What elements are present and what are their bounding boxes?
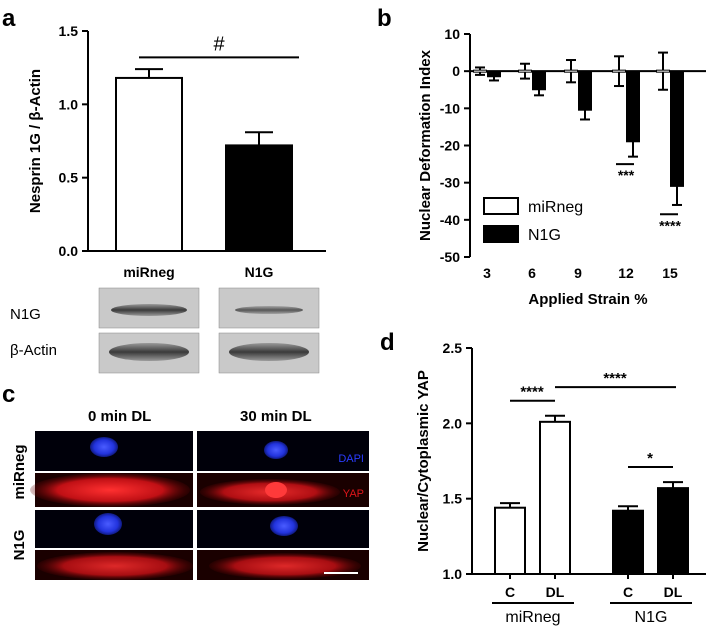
- significance-label: ***: [618, 167, 635, 183]
- blot-label-n1g: N1G: [10, 306, 41, 323]
- cell-yap: [30, 473, 190, 507]
- significance-label: *: [647, 450, 653, 467]
- y-axis-title: Nuclear/Cytoplasmic YAP: [415, 370, 432, 552]
- y-tick-label: -40: [440, 212, 460, 228]
- cell-yap: [209, 553, 361, 579]
- x-tick-label: miRneg: [123, 264, 174, 280]
- legend-swatch-n1g: [483, 225, 519, 243]
- x-tick-label: DL: [546, 584, 565, 600]
- x-tick-label: 3: [483, 265, 491, 281]
- band-n1g-n1g: [235, 306, 303, 314]
- legend-swatch-mirneg: [483, 197, 519, 215]
- x-tick-label: N1G: [245, 264, 274, 280]
- y-tick-label: 2.5: [443, 340, 463, 356]
- significance-label: ****: [520, 384, 544, 401]
- panel-c-letter: c: [2, 381, 15, 408]
- panel-a-letter: a: [2, 5, 16, 32]
- y-axis-title: Nuclear Deformation Index: [417, 49, 434, 241]
- bar: [225, 144, 293, 252]
- nucleus-dapi: [90, 437, 118, 457]
- significance-label: ****: [603, 370, 627, 387]
- chart-d: 1.0 1.5 2.0 2.5 Nuclear/Cytoplasmic YAP C DL C D…: [415, 340, 706, 626]
- significance-label: ****: [659, 217, 681, 233]
- bar-n1g: [532, 70, 546, 91]
- bar-n1g: [487, 70, 501, 78]
- panel-d-letter: d: [380, 329, 395, 356]
- group-label-n1g: N1G: [635, 609, 668, 626]
- micrographs: 0 min DL 30 min DL miRneg N1G DAPI YAP: [11, 408, 369, 580]
- nucleus-dapi: [270, 516, 298, 536]
- row-label-n1g: N1G: [11, 530, 28, 561]
- bar-mirneg: [473, 69, 487, 73]
- bar: [539, 420, 571, 575]
- col-label-0min: 0 min DL: [88, 408, 151, 425]
- y-tick-label: -20: [440, 138, 460, 154]
- bar-n1g: [670, 70, 684, 187]
- bar: [657, 487, 689, 575]
- bar-mirneg: [564, 69, 578, 73]
- y-tick-label: 2.0: [443, 415, 463, 431]
- x-tick-label: C: [505, 584, 515, 600]
- bar-mirneg: [656, 69, 670, 73]
- row-label-mirneg: miRneg: [11, 444, 28, 499]
- bar: [115, 76, 183, 252]
- chart-b: 10 0 -10 -20 -30 -40 -50 Nuclear Deformation In…: [417, 26, 706, 308]
- legend-label-mirneg: miRneg: [528, 199, 583, 216]
- channel-label-yap: YAP: [343, 488, 364, 500]
- bar: [494, 506, 526, 575]
- y-tick-label: 1.0: [443, 566, 463, 582]
- bar-mirneg: [518, 69, 532, 73]
- bar-n1g: [626, 70, 640, 143]
- y-tick-label: 10: [444, 26, 460, 42]
- significance-label: #: [213, 33, 225, 55]
- group-label-mirneg: miRneg: [505, 609, 560, 626]
- y-tick-label: 1.5: [443, 491, 463, 507]
- y-tick-label: 1.5: [59, 23, 79, 39]
- bar-n1g: [578, 70, 592, 111]
- x-tick-label: 9: [574, 265, 582, 281]
- y-tick-label: 1.0: [59, 96, 79, 112]
- panel-b-letter: b: [377, 5, 392, 32]
- y-tick-label: 0.0: [59, 243, 79, 259]
- western-blots: N1G β-Actin: [10, 287, 320, 374]
- x-tick-label: DL: [664, 584, 683, 600]
- nucleus-dapi: [264, 441, 288, 459]
- band-actin-mirneg: [109, 343, 189, 361]
- chart-a: 0.0 0.5 1.0 1.5 Nesprin 1G / β-Actin miRneg N1…: [27, 23, 326, 280]
- y-tick-label: -10: [440, 100, 460, 116]
- col-label-30min: 30 min DL: [240, 408, 312, 425]
- x-tick-label: C: [623, 584, 633, 600]
- blot-label-actin: β-Actin: [10, 342, 57, 359]
- y-tick-label: -30: [440, 175, 460, 191]
- band-n1g-mirneg: [111, 304, 187, 316]
- channel-label-dapi: DAPI: [338, 453, 364, 465]
- y-tick-label: 0: [452, 63, 460, 79]
- y-axis-title: Nesprin 1G / β-Actin: [27, 69, 44, 213]
- legend-label-n1g: N1G: [528, 227, 561, 244]
- bar: [612, 509, 644, 575]
- cell-yap: [37, 552, 193, 580]
- x-tick-label: 6: [528, 265, 536, 281]
- x-axis-title: Applied Strain %: [528, 291, 647, 308]
- band-actin-n1g: [229, 343, 309, 361]
- cell-yap-nucleus: [265, 482, 287, 498]
- y-tick-label: 0.5: [59, 170, 79, 186]
- y-tick-label: -50: [440, 249, 460, 265]
- x-tick-label: 15: [662, 265, 678, 281]
- bar-mirneg: [612, 69, 626, 73]
- x-tick-label: 12: [618, 265, 634, 281]
- nucleus-dapi: [94, 513, 122, 535]
